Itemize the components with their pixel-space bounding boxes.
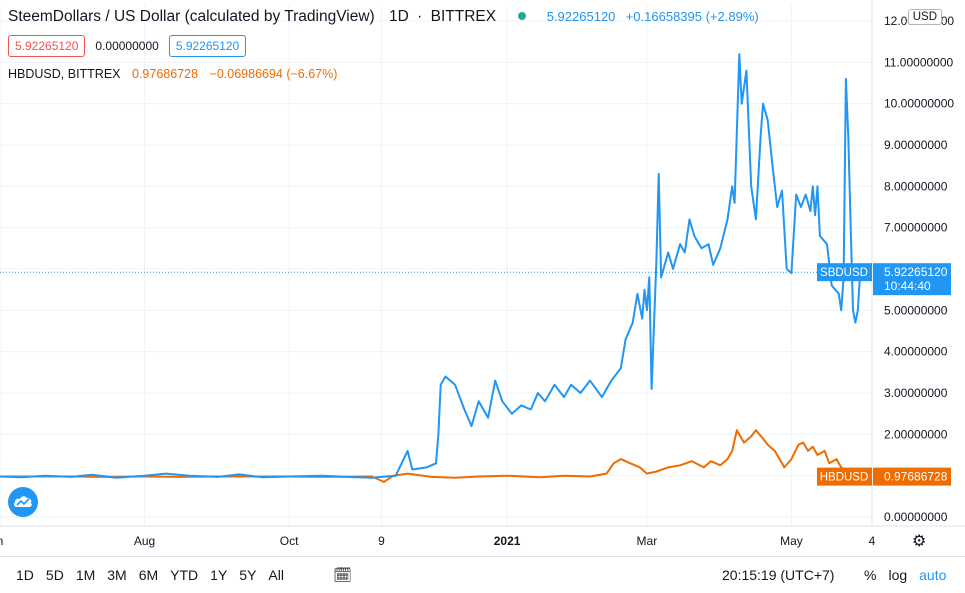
- currency-button[interactable]: USD: [907, 9, 942, 25]
- percent-scale-toggle[interactable]: %: [864, 567, 877, 583]
- market-status-icon: [518, 11, 527, 20]
- series-line-hbdusd: [0, 429, 861, 483]
- range-button-5d[interactable]: 5D: [45, 567, 64, 583]
- range-button-ytd[interactable]: YTD: [170, 567, 199, 583]
- compare-symbol: HBDUSD, BITTREX: [8, 67, 121, 81]
- last-price-value: 5.92265120: [884, 265, 948, 279]
- series-line-sbdusd: [0, 53, 862, 479]
- bottom-toolbar: 1D 5D 1M 3M 6M YTD 1Y 5Y All 🗓 20:15:19 (UTC+7) …: [0, 556, 965, 593]
- timezone-clock[interactable]: 20:15:19 (UTC+7): [722, 567, 835, 583]
- interval-label[interactable]: 1D: [389, 8, 409, 25]
- last-price-tag-hbd: [873, 467, 951, 486]
- y-tick-label: 11.00000000: [884, 55, 954, 69]
- exchange-label: BITTREX: [430, 8, 497, 25]
- y-tick-label: 5.00000000: [884, 303, 948, 317]
- y-tick-label: 0.00000000: [884, 510, 948, 524]
- compare-value: 0.97686728: [132, 67, 199, 81]
- last-price-value: 0.97686728: [884, 470, 948, 484]
- quote-change: +0.16658395 (+2.89%): [625, 9, 759, 24]
- auto-scale-toggle[interactable]: auto: [919, 567, 947, 583]
- bar-countdown: 10:44:40: [884, 279, 931, 293]
- date-range-selector: 1D 5D 1M 3M 6M YTD 1Y 5Y All: [16, 567, 296, 583]
- series-name-tag-sbd: [817, 263, 872, 282]
- compare-change: −0.06986694 (−6.67%): [209, 67, 338, 81]
- x-tick-label: n: [0, 534, 3, 548]
- scale-tools: % log auto: [864, 567, 946, 583]
- x-tick-label: Aug: [134, 534, 155, 548]
- x-tick-label: 4: [869, 534, 876, 548]
- range-button-1m[interactable]: 1M: [75, 567, 96, 583]
- x-tick-label: May: [780, 534, 803, 548]
- quote-value: 5.92265120: [546, 9, 616, 24]
- log-scale-toggle[interactable]: log: [888, 567, 908, 583]
- spread-value: 0.00000000: [95, 39, 159, 53]
- symbol-header: SteemDollars / US Dollar (calculated by …: [8, 8, 759, 25]
- range-button-1y[interactable]: 1Y: [210, 567, 228, 583]
- symbol-title[interactable]: SteemDollars / US Dollar (calculated by …: [8, 8, 375, 25]
- y-tick-label: 10.00000000: [884, 97, 954, 111]
- x-tick-label: Oct: [280, 534, 299, 548]
- goto-date-calendar-icon[interactable]: 🗓: [333, 567, 353, 584]
- x-tick-label: 9: [378, 534, 385, 548]
- x-tick-label: 2021: [494, 534, 521, 548]
- y-tick-label: 3.00000000: [884, 386, 948, 400]
- y-tick-label: 9.00000000: [884, 138, 948, 152]
- x-tick-label: Mar: [637, 534, 658, 548]
- sell-price-box[interactable]: 5.92265120: [8, 35, 86, 57]
- y-tick-label: 8.00000000: [884, 179, 948, 193]
- y-tick-label: 4.00000000: [884, 345, 948, 359]
- price-chart[interactable]: 12.0000000011.0000000010.000000009.00000…: [0, 0, 965, 556]
- ohlc-row: 5.92265120 0.00000000 5.92265120: [8, 35, 247, 57]
- series-layer: [0, 53, 862, 483]
- settings-gear-icon[interactable]: ⚙: [912, 533, 927, 550]
- buy-price-box[interactable]: 5.92265120: [168, 35, 247, 57]
- tradingview-logo-icon[interactable]: [8, 487, 38, 517]
- y-tick-label: 7.00000000: [884, 221, 948, 235]
- range-button-3m[interactable]: 3M: [107, 567, 127, 583]
- time-axis[interactable]: n Aug Oct 9 2021 Mar May 4: [0, 534, 876, 548]
- last-price-tag-sbd: [873, 263, 951, 296]
- series-name-label: SBDUSD: [820, 267, 868, 279]
- compare-legend[interactable]: HBDUSD, BITTREX 0.97686728 −0.06986694 (…: [8, 67, 337, 81]
- range-button-1d[interactable]: 1D: [16, 567, 34, 583]
- y-tick-label: 2.00000000: [884, 427, 948, 441]
- series-name-tag-hbd: [817, 467, 872, 486]
- series-name-label: HBDUSD: [820, 472, 869, 484]
- range-button-all[interactable]: All: [268, 567, 284, 583]
- range-button-6m[interactable]: 6M: [138, 567, 159, 583]
- range-button-5y[interactable]: 5Y: [239, 567, 257, 583]
